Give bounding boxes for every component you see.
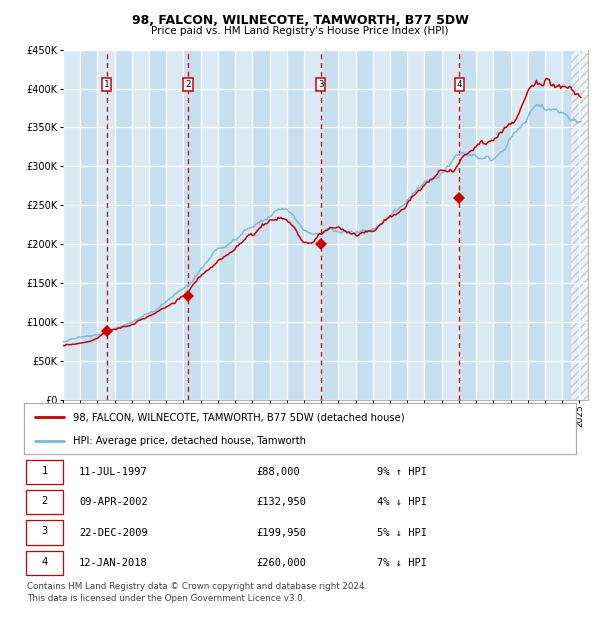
Text: 1: 1 (104, 80, 109, 89)
Bar (80, 50, 97, 400)
Text: £88,000: £88,000 (256, 467, 299, 477)
Bar (269, 50, 287, 400)
Bar (511, 50, 528, 400)
FancyBboxPatch shape (26, 460, 63, 484)
Bar (476, 50, 493, 400)
Text: 4: 4 (457, 80, 462, 89)
Text: £132,950: £132,950 (256, 497, 306, 507)
Text: 9% ↑ HPI: 9% ↑ HPI (377, 467, 427, 477)
Bar (321, 50, 338, 400)
Text: Price paid vs. HM Land Registry's House Price Index (HPI): Price paid vs. HM Land Registry's House … (151, 26, 449, 36)
Text: 3: 3 (318, 80, 323, 89)
Text: 22-DEC-2009: 22-DEC-2009 (79, 528, 148, 538)
Text: 98, FALCON, WILNECOTE, TAMWORTH, B77 5DW (detached house): 98, FALCON, WILNECOTE, TAMWORTH, B77 5DW… (73, 412, 404, 422)
Text: £199,950: £199,950 (256, 528, 306, 538)
Bar (493, 50, 511, 400)
Bar (132, 50, 149, 400)
Bar (390, 50, 407, 400)
Text: 11-JUL-1997: 11-JUL-1997 (79, 467, 148, 477)
Text: 1: 1 (41, 466, 47, 476)
Bar (580, 50, 596, 400)
Text: 5% ↓ HPI: 5% ↓ HPI (377, 528, 427, 538)
Text: Contains HM Land Registry data © Crown copyright and database right 2024.: Contains HM Land Registry data © Crown c… (27, 582, 367, 591)
Bar (287, 50, 304, 400)
Bar (528, 50, 545, 400)
Bar (442, 50, 459, 400)
Bar (149, 50, 166, 400)
FancyBboxPatch shape (26, 520, 63, 544)
Bar (562, 50, 580, 400)
Text: 2: 2 (41, 496, 47, 506)
Text: This data is licensed under the Open Government Licence v3.0.: This data is licensed under the Open Gov… (27, 594, 305, 603)
Bar (373, 50, 390, 400)
Text: 2: 2 (185, 80, 191, 89)
Text: 12-JAN-2018: 12-JAN-2018 (79, 558, 148, 568)
Text: 4% ↓ HPI: 4% ↓ HPI (377, 497, 427, 507)
Text: £260,000: £260,000 (256, 558, 306, 568)
Text: 09-APR-2002: 09-APR-2002 (79, 497, 148, 507)
Text: 7% ↓ HPI: 7% ↓ HPI (377, 558, 427, 568)
Bar (304, 50, 321, 400)
Bar (424, 50, 442, 400)
Bar (97, 50, 115, 400)
Bar (218, 50, 235, 400)
Bar (184, 50, 201, 400)
Text: 98, FALCON, WILNECOTE, TAMWORTH, B77 5DW: 98, FALCON, WILNECOTE, TAMWORTH, B77 5DW (131, 14, 469, 27)
Bar (545, 50, 562, 400)
FancyBboxPatch shape (26, 551, 63, 575)
Bar (166, 50, 184, 400)
Bar (253, 50, 269, 400)
Bar (338, 50, 356, 400)
Bar (63, 50, 80, 400)
FancyBboxPatch shape (26, 490, 63, 515)
Bar (459, 50, 476, 400)
Bar (201, 50, 218, 400)
Text: 4: 4 (41, 557, 47, 567)
Text: 3: 3 (41, 526, 47, 536)
Bar (356, 50, 373, 400)
Bar (571, 50, 588, 400)
Bar (115, 50, 132, 400)
Bar (235, 50, 253, 400)
Bar (407, 50, 424, 400)
Text: HPI: Average price, detached house, Tamworth: HPI: Average price, detached house, Tamw… (73, 436, 305, 446)
